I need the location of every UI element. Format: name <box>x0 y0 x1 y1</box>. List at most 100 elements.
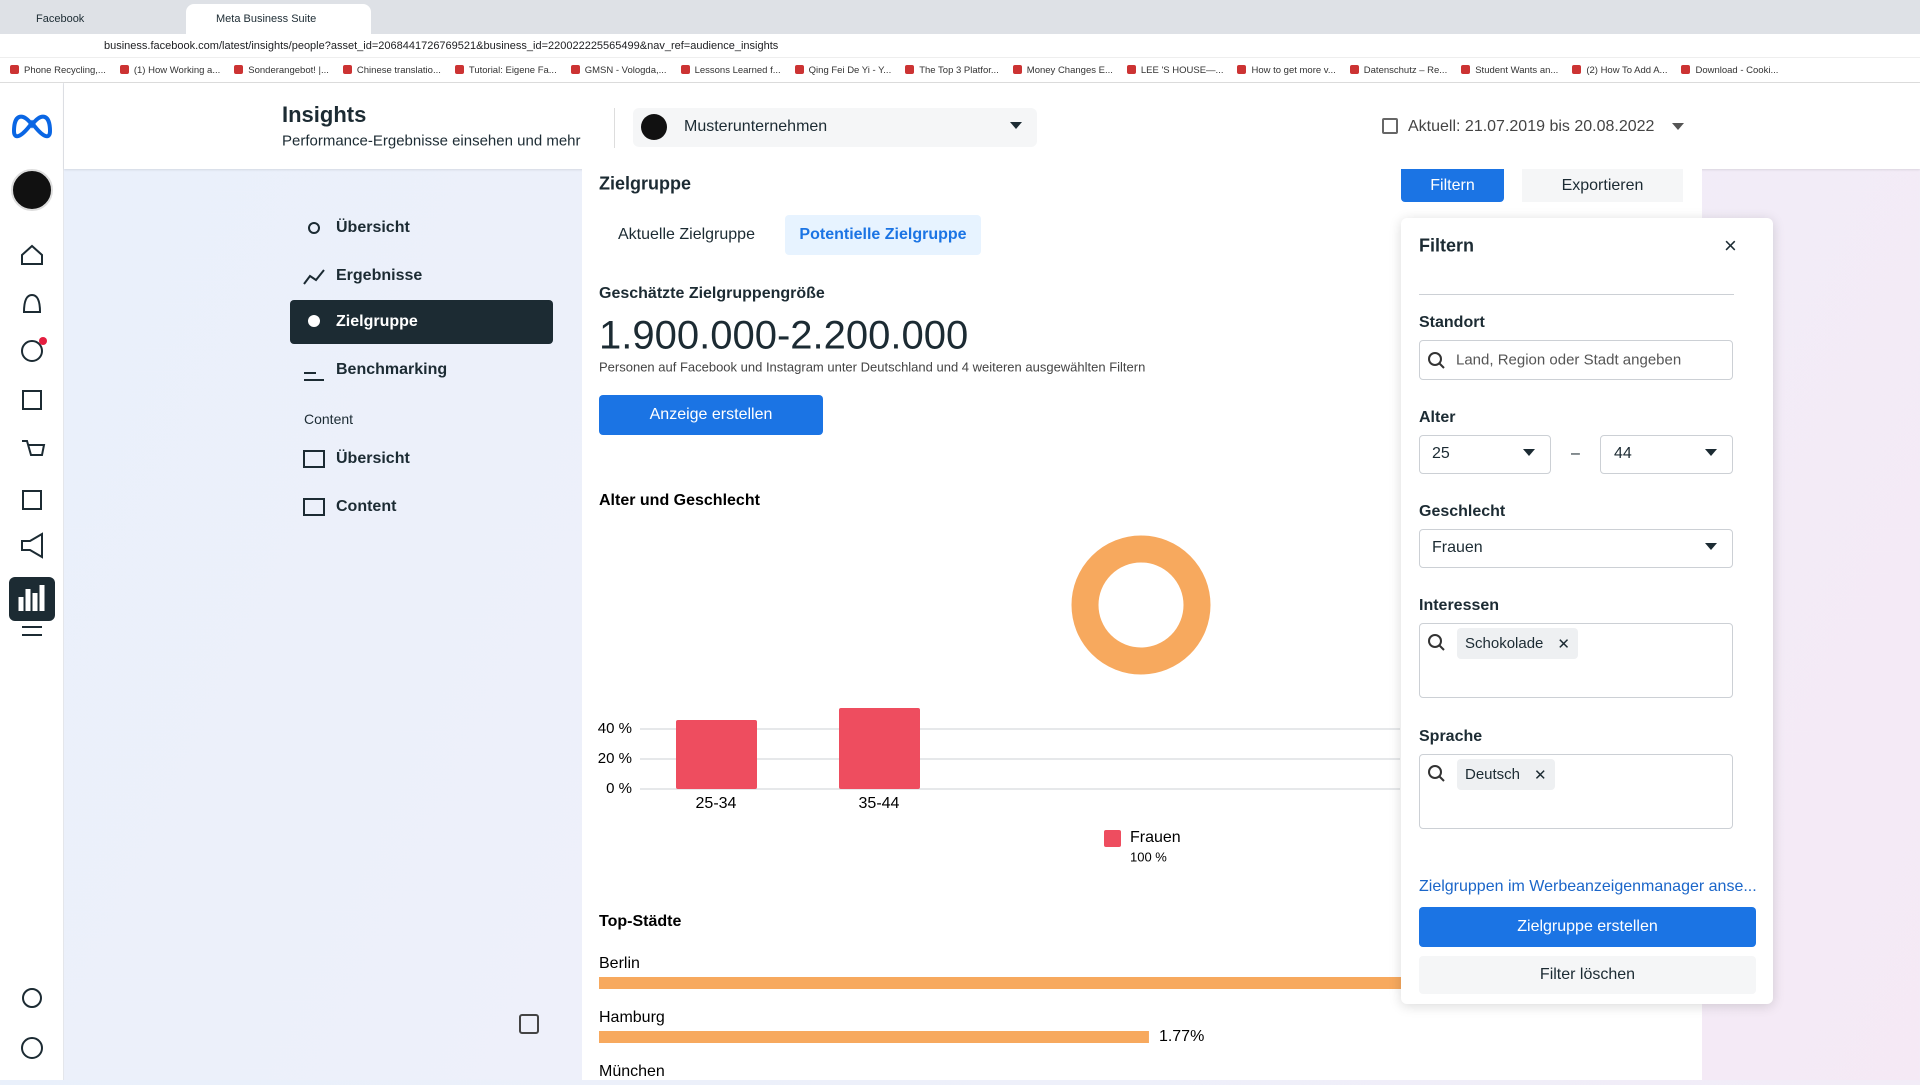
field-label: Sprache <box>1419 728 1483 745</box>
city-bar <box>599 977 1501 989</box>
sidebar-item[interactable]: Ergebnisse <box>336 267 423 284</box>
language-chip[interactable]: Deutsch ✕ <box>1457 759 1555 790</box>
bookmark[interactable]: Datenschutz – Re... <box>1350 65 1447 76</box>
collapse-button[interactable] <box>519 1014 539 1034</box>
bookmark[interactable]: Tutorial: Eigene Fa... <box>455 65 557 76</box>
browser-tab[interactable]: Facebook <box>6 4 191 34</box>
search-icon <box>1428 634 1442 648</box>
nav-ads[interactable] <box>21 532 43 559</box>
sidebar-item[interactable]: Übersicht <box>336 219 410 236</box>
section-title: Zielgruppe <box>599 173 692 194</box>
g <box>1428 352 1445 782</box>
icon <box>308 222 320 234</box>
select-value: 44 <box>1614 445 1632 462</box>
tab-active[interactable]: Potentielle Zielgruppe <box>785 215 981 255</box>
browser-tab[interactable]: Meta Business Suite <box>186 4 371 34</box>
bookmark[interactable]: Student Wants an... <box>1461 65 1558 76</box>
x-tick-label: 25-34 <box>696 795 737 812</box>
date-range[interactable]: Aktuell: 21.07.2019 bis 20.08.2022 <box>1408 118 1655 135</box>
clear-filter-button[interactable]: Filter löschen <box>1419 956 1756 994</box>
chip-remove[interactable]: ✕ <box>1534 766 1547 784</box>
page-subtitle: Performance-Ergebnisse einsehen und mehr <box>282 132 581 150</box>
nav-home[interactable] <box>21 244 43 265</box>
nav-icon-group <box>21 244 46 1059</box>
search-icon <box>1438 644 1445 651</box>
y-tick-label: 20 % <box>598 750 632 767</box>
icon <box>304 372 324 381</box>
sidebar-item[interactable]: Content <box>336 498 397 515</box>
bookmark[interactable]: (2) How To Add A... <box>1572 65 1667 76</box>
account-selector[interactable] <box>633 108 1037 147</box>
sidebar-item[interactable]: Benchmarking <box>336 361 448 378</box>
tab[interactable]: Aktuelle Zielgruppe <box>618 226 755 243</box>
g <box>303 222 325 516</box>
chip-remove[interactable]: ✕ <box>1557 635 1570 653</box>
nav-inbox[interactable] <box>21 340 43 362</box>
bookmark[interactable]: Money Changes E... <box>1013 65 1113 76</box>
nav-notifications[interactable] <box>22 293 42 313</box>
nav-help[interactable] <box>21 1037 43 1059</box>
nav-settings[interactable] <box>22 988 42 1008</box>
account-avatar <box>641 114 667 140</box>
export-button[interactable]: Exportieren <box>1522 169 1683 202</box>
sidebar-item[interactable]: Zielgruppe <box>336 313 418 330</box>
ads-manager-link[interactable]: Zielgruppen im Werbeanzeigenmanager anse… <box>1419 878 1757 895</box>
create-audience-button[interactable]: Zielgruppe erstellen <box>1419 907 1756 947</box>
nav-planner[interactable] <box>22 490 42 510</box>
sidebar-item[interactable]: Übersicht <box>336 450 410 467</box>
close-button[interactable]: × <box>1724 233 1737 258</box>
meta-logo[interactable] <box>11 114 53 139</box>
bar <box>839 708 920 789</box>
bookmark[interactable]: How to get more v... <box>1237 65 1335 76</box>
bookmark[interactable]: GMSN - Vologda,... <box>571 65 667 76</box>
y-tick-label: 0 % <box>606 780 632 797</box>
account-avatar[interactable] <box>11 169 53 211</box>
bookmark[interactable]: Qing Fei De Yi - Y... <box>795 65 892 76</box>
bookmark[interactable]: Download - Cooki... <box>1681 65 1778 76</box>
url[interactable]: business.facebook.com/latest/insights/pe… <box>104 40 779 52</box>
size-label: Geschätzte Zielgruppengröße <box>599 285 825 302</box>
address-bar <box>0 34 1920 58</box>
search-icon <box>1428 765 1442 779</box>
bookmark[interactable]: Lessons Learned f... <box>681 65 781 76</box>
filter-button[interactable]: Filtern <box>1401 169 1504 202</box>
size-note: Personen auf Facebook und Instagram unte… <box>599 359 1146 375</box>
interest-chip[interactable]: Schokolade ✕ <box>1457 628 1578 659</box>
bookmark[interactable]: Sonderangebot! |... <box>234 65 329 76</box>
bookmark[interactable]: Chinese translatio... <box>343 65 441 76</box>
language-input[interactable] <box>1419 754 1733 829</box>
sidebar-active <box>290 300 553 344</box>
page-title: Insights <box>282 102 367 127</box>
gender-select[interactable] <box>1419 529 1733 568</box>
value-label: 1.77% <box>1159 1028 1204 1045</box>
chart-title: Top-Städte <box>599 913 681 930</box>
sidebar-icons <box>303 222 325 516</box>
nav-posts[interactable] <box>22 390 42 410</box>
bookmark[interactable]: Phone Recycling,... <box>10 65 106 76</box>
bookmark[interactable]: LEE 'S HOUSE—... <box>1127 65 1224 76</box>
caret <box>1523 449 1535 462</box>
field-label: Interessen <box>1419 597 1500 614</box>
caret <box>1705 543 1717 556</box>
x-tick-label: 35-44 <box>859 795 900 812</box>
location-input[interactable] <box>1419 340 1733 380</box>
select-value: Frauen <box>1432 539 1483 556</box>
city-label: Berlin <box>599 955 640 972</box>
icon <box>303 498 325 516</box>
account-name: Musterunternehmen <box>684 118 828 135</box>
nav-insights-icon <box>18 585 45 611</box>
city-label: München <box>599 1063 665 1080</box>
city-bar <box>599 1031 1149 1043</box>
nav-commerce[interactable] <box>22 440 46 456</box>
age-separator: – <box>1571 445 1580 462</box>
left-nav <box>0 83 64 1080</box>
create-ad-button[interactable]: Anzeige erstellen <box>599 395 823 435</box>
donut-segment <box>1071 535 1211 675</box>
placeholder: Land, Region oder Stadt angeben <box>1456 351 1682 369</box>
bookmark[interactable]: The Top 3 Platfor... <box>905 65 999 76</box>
bookmark[interactable]: (1) How Working a... <box>120 65 220 76</box>
field-label: Standort <box>1419 314 1485 331</box>
icon <box>303 269 325 285</box>
